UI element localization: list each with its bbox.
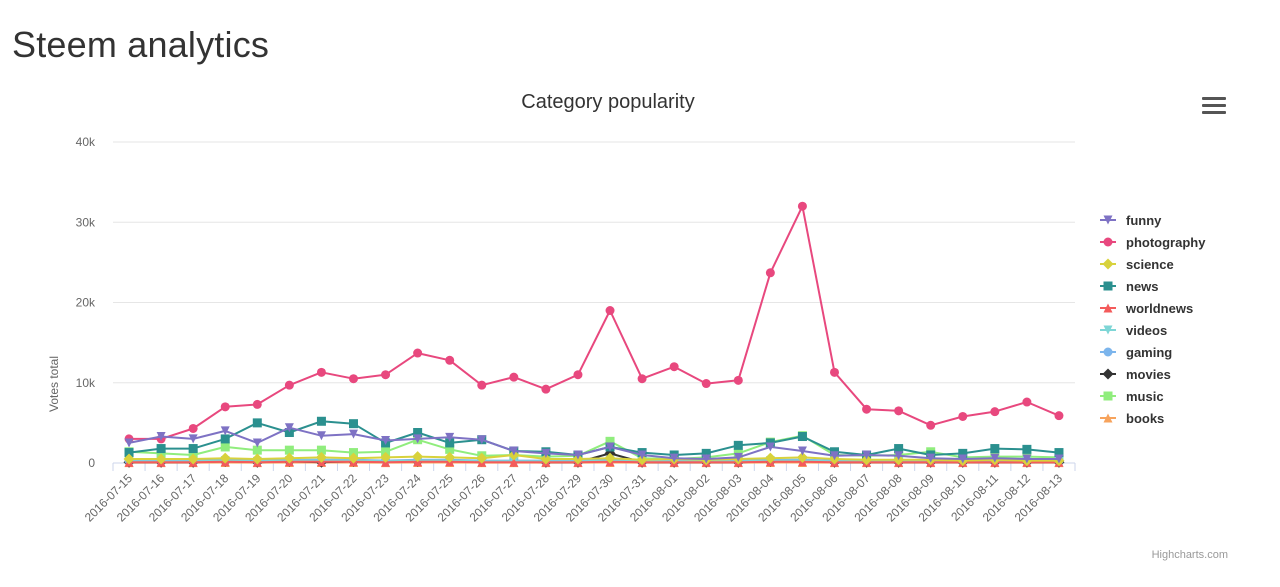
series-line-music xyxy=(129,436,1059,459)
point-photography[interactable] xyxy=(702,379,711,388)
legend-label: gaming xyxy=(1126,345,1172,360)
legend-marker xyxy=(1104,392,1113,401)
legend-marker xyxy=(1103,259,1114,270)
point-photography[interactable] xyxy=(477,381,486,390)
chart-title: Category popularity xyxy=(521,91,694,113)
point-photography[interactable] xyxy=(317,368,326,377)
point-news[interactable] xyxy=(189,444,198,453)
point-photography[interactable] xyxy=(670,362,679,371)
legend-marker xyxy=(1103,369,1114,380)
point-photography[interactable] xyxy=(285,381,294,390)
y-tick-label: 20k xyxy=(76,296,96,310)
point-news[interactable] xyxy=(221,434,230,443)
page-title: Steem analytics xyxy=(12,24,269,66)
point-photography[interactable] xyxy=(830,368,839,377)
legend-marker xyxy=(1104,282,1113,291)
legend-item-gaming[interactable]: gaming xyxy=(1100,345,1172,360)
legend-label: science xyxy=(1126,257,1174,272)
point-photography[interactable] xyxy=(189,424,198,433)
legend-item-science[interactable]: science xyxy=(1100,257,1174,272)
credits-link[interactable]: Highcharts.com xyxy=(1152,549,1228,561)
point-news[interactable] xyxy=(990,444,999,453)
legend[interactable]: funny photography science news worldnews vide… xyxy=(1100,213,1206,426)
legend-item-videos[interactable]: videos xyxy=(1100,323,1167,338)
point-photography[interactable] xyxy=(1022,398,1031,407)
legend-item-music[interactable]: music xyxy=(1100,389,1164,404)
point-photography[interactable] xyxy=(541,385,550,394)
series-line-photography xyxy=(129,206,1059,439)
point-news[interactable] xyxy=(157,444,166,453)
legend-label: worldnews xyxy=(1125,301,1193,316)
chart-container: Category popularity Votes total 0 10k 20k 3… xyxy=(0,80,1280,582)
point-photography[interactable] xyxy=(862,405,871,414)
point-news[interactable] xyxy=(734,441,743,450)
legend-label: books xyxy=(1126,411,1164,426)
legend-label: music xyxy=(1126,389,1164,404)
gridlines xyxy=(113,142,1075,463)
y-axis-ticks: 0 10k 20k 30k 40k xyxy=(76,135,96,470)
point-photography[interactable] xyxy=(638,374,647,383)
point-photography[interactable] xyxy=(253,400,262,409)
legend-label: photography xyxy=(1126,235,1206,250)
point-photography[interactable] xyxy=(734,376,743,385)
legend-marker xyxy=(1104,238,1113,247)
legend-item-movies[interactable]: movies xyxy=(1100,367,1171,382)
point-photography[interactable] xyxy=(381,370,390,379)
y-tick-label: 40k xyxy=(76,135,96,149)
point-photography[interactable] xyxy=(798,202,807,211)
y-axis-label: Votes total xyxy=(47,356,61,412)
legend-marker xyxy=(1104,348,1113,357)
series-line-funny xyxy=(129,428,1059,459)
point-photography[interactable] xyxy=(990,407,999,416)
legend-item-books[interactable]: books xyxy=(1100,411,1164,426)
point-news[interactable] xyxy=(798,432,807,441)
legend-label: news xyxy=(1126,279,1159,294)
point-photography[interactable] xyxy=(509,373,518,382)
legend-label: videos xyxy=(1126,323,1167,338)
point-music[interactable] xyxy=(221,442,230,451)
y-tick-label: 30k xyxy=(76,215,96,229)
point-photography[interactable] xyxy=(221,402,230,411)
point-photography[interactable] xyxy=(1054,411,1063,420)
point-news[interactable] xyxy=(253,418,262,427)
y-tick-label: 0 xyxy=(88,456,95,470)
legend-label: movies xyxy=(1126,367,1171,382)
x-axis-ticks: 2016-07-152016-07-162016-07-172016-07-18… xyxy=(82,463,1075,525)
y-tick-label: 10k xyxy=(76,376,96,390)
point-photography[interactable] xyxy=(606,306,615,315)
point-news[interactable] xyxy=(1022,445,1031,454)
legend-item-funny[interactable]: funny xyxy=(1100,213,1162,228)
point-news[interactable] xyxy=(317,417,326,426)
point-news[interactable] xyxy=(349,419,358,428)
point-photography[interactable] xyxy=(573,370,582,379)
legend-item-news[interactable]: news xyxy=(1100,279,1159,294)
point-photography[interactable] xyxy=(766,268,775,277)
line-chart: Category popularity Votes total 0 10k 20k 3… xyxy=(0,80,1280,582)
legend-item-photography[interactable]: photography xyxy=(1100,235,1206,250)
series-group xyxy=(124,202,1065,468)
point-photography[interactable] xyxy=(349,374,358,383)
legend-label: funny xyxy=(1126,213,1162,228)
series-photography xyxy=(125,202,1064,444)
legend-item-worldnews[interactable]: worldnews xyxy=(1100,301,1193,316)
point-photography[interactable] xyxy=(894,406,903,415)
point-photography[interactable] xyxy=(926,421,935,430)
point-photography[interactable] xyxy=(958,412,967,421)
point-photography[interactable] xyxy=(445,356,454,365)
point-photography[interactable] xyxy=(413,349,422,358)
